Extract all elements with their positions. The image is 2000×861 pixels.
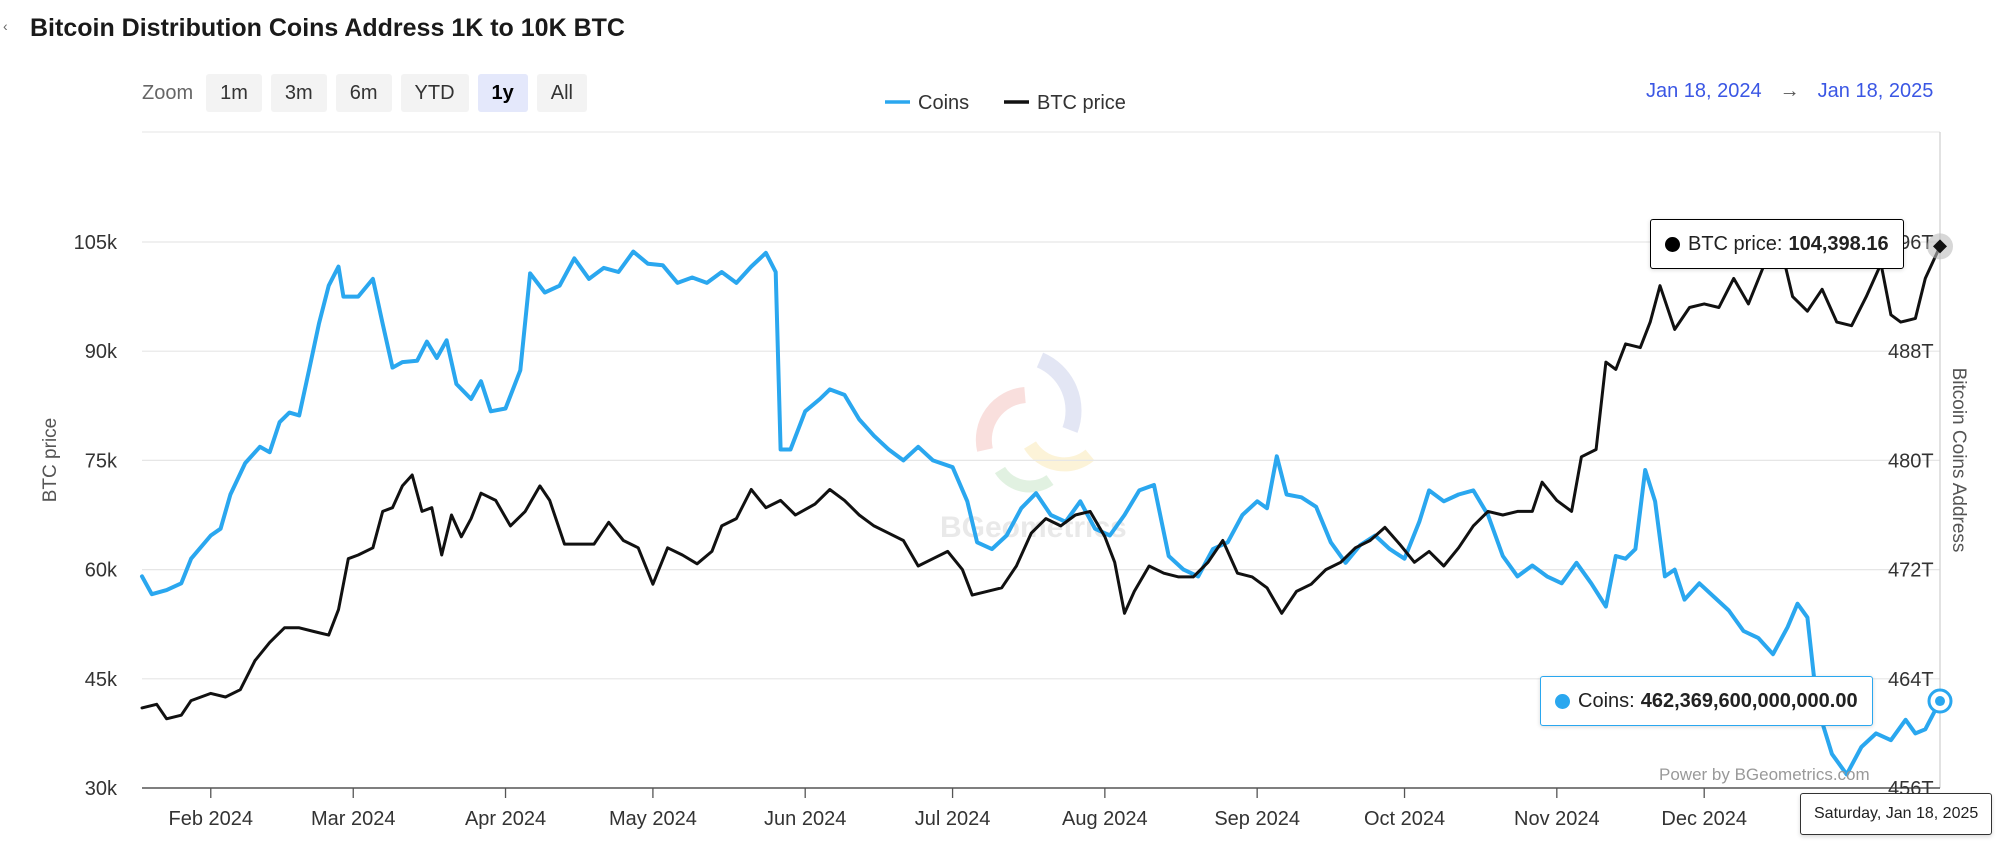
y-left-tick-label: 75k: [85, 450, 118, 472]
x-tick-label: Mar 2024: [311, 808, 396, 830]
zoom-3m-button[interactable]: 3m: [270, 74, 327, 112]
y-left-tick-label: 90k: [85, 341, 118, 363]
range-from-input[interactable]: Jan 18, 2024: [1646, 80, 1762, 102]
legend-coins-label[interactable]: Coins: [918, 92, 969, 114]
y-left-tick-label: 105k: [74, 232, 118, 254]
x-tick-label: Jun 2024: [764, 808, 846, 830]
zoom-1m-button[interactable]: 1m: [206, 74, 262, 112]
y-axis-left-title: BTC price: [40, 418, 61, 502]
y-right-tick-label: 472T: [1888, 560, 1934, 582]
coins-tooltip-label: Coins:: [1578, 689, 1635, 712]
x-tick-label: May 2024: [609, 808, 697, 830]
coins-dot-icon: [1555, 693, 1570, 709]
btc-tooltip-value: 104,398.16: [1788, 232, 1889, 255]
x-tick-label: Sep 2024: [1214, 808, 1300, 830]
coins-tooltip: Coins: 462,369,600,000,000.00: [1540, 676, 1873, 726]
watermark-logo: BGeometrics: [940, 352, 1127, 544]
legend-btc-label[interactable]: BTC price: [1037, 92, 1126, 114]
y-right-tick-label: 480T: [1888, 450, 1934, 472]
back-chevron-icon[interactable]: ‹: [3, 18, 8, 34]
zoom-label: Zoom: [142, 81, 194, 104]
zoom-1y-button[interactable]: 1y: [477, 74, 528, 112]
legend[interactable]: Coins BTC price: [885, 92, 1126, 114]
date-range: Jan 18, 2024 → Jan 18, 2025: [1646, 80, 1933, 103]
series-group: [140, 233, 1942, 777]
y-axis-right-title: Bitcoin Coins Address: [1948, 368, 1969, 553]
x-tick-label: Jul 2024: [915, 808, 991, 830]
btc-dot-icon: [1665, 236, 1680, 252]
zoom-all-button[interactable]: All: [536, 74, 587, 112]
btc-price-tooltip: BTC price: 104,398.16: [1650, 219, 1904, 269]
y-left-tick-label: 45k: [85, 669, 118, 691]
btc-hover-marker: [1933, 239, 1947, 254]
x-tick-label: Nov 2024: [1514, 808, 1600, 830]
x-axis: Feb 2024 Mar 2024 Apr 2024 May 2024 Jun 2024…: [142, 787, 1940, 830]
zoom-controls: Zoom 1m 3m 6m YTD 1y All: [142, 74, 587, 112]
zoom-ytd-button[interactable]: YTD: [400, 74, 469, 112]
coins-series-line: [140, 249, 1942, 777]
coins-tooltip-value: 462,369,600,000,000.00: [1640, 689, 1858, 712]
x-tick-label: Dec 2024: [1661, 808, 1747, 830]
zoom-6m-button[interactable]: 6m: [335, 74, 392, 112]
range-arrow-icon: →: [1779, 80, 1800, 102]
x-tick-label: Feb 2024: [169, 808, 254, 830]
page-title: Bitcoin Distribution Coins Address 1K to…: [30, 14, 625, 42]
btc-price-series-line: [140, 233, 1942, 721]
date-tooltip: Saturday, Jan 18, 2025: [1800, 793, 1993, 835]
x-tick-label: Apr 2024: [465, 808, 546, 830]
hover-markers: [1927, 233, 1953, 714]
y-right-tick-label: 464T: [1888, 669, 1934, 691]
y-right-tick-label: 488T: [1888, 341, 1934, 363]
btc-tooltip-label: BTC price:: [1688, 232, 1783, 255]
y-left-tick-label: 30k: [85, 778, 118, 800]
x-tick-label: Oct 2024: [1364, 808, 1445, 830]
x-tick-label: Aug 2024: [1062, 808, 1148, 830]
coins-hover-marker-dot: [1935, 696, 1945, 707]
y-axis-left: 30k 45k 60k 75k 90k 105k: [74, 232, 118, 800]
y-left-tick-label: 60k: [85, 560, 118, 582]
range-to-input[interactable]: Jan 18, 2025: [1817, 80, 1934, 102]
credit-text: Power by BGeometrics.com: [1659, 765, 1870, 784]
